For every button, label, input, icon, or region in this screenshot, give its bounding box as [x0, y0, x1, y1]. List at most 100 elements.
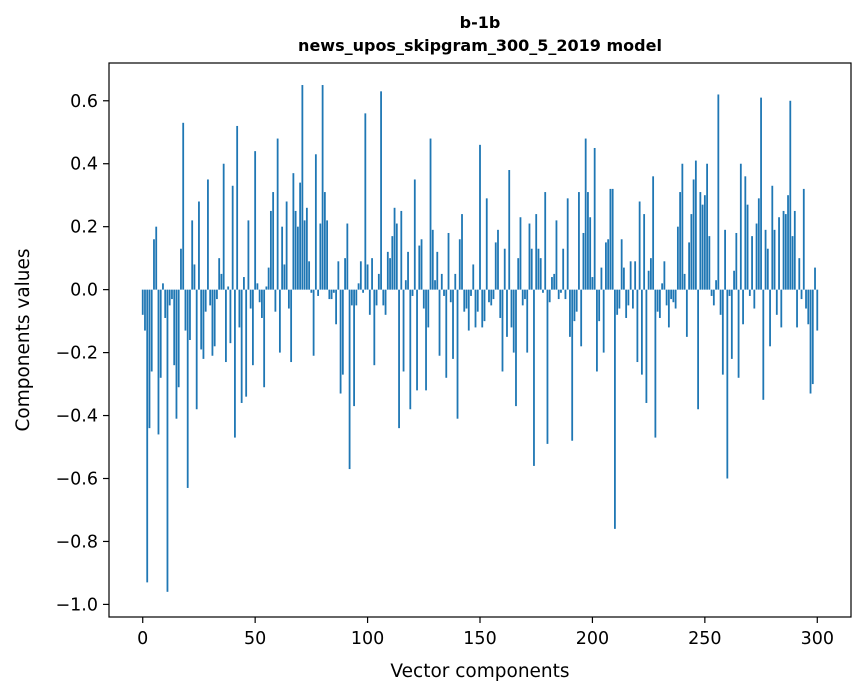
bar-component-45: [243, 277, 245, 290]
bar-component-81: [323, 192, 326, 290]
bar-component-144: [465, 289, 468, 309]
bar-component-186: [560, 289, 562, 293]
bar-component-265: [737, 289, 740, 378]
bar-component-112: [393, 207, 396, 290]
bar-component-104: [375, 289, 378, 306]
bar-component-285: [782, 210, 785, 290]
bar-component-21: [189, 289, 191, 340]
bar-component-48: [249, 289, 252, 309]
bar-component-233: [665, 289, 668, 306]
bar-component-15: [175, 289, 178, 419]
bar-component-40: [231, 185, 234, 290]
bar-component-132: [438, 289, 441, 356]
bar-component-105: [377, 273, 380, 290]
bar-component-240: [681, 163, 684, 290]
bar-component-55: [265, 286, 268, 290]
bar-component-276: [762, 289, 765, 400]
bar-component-238: [676, 226, 679, 290]
bar-component-57: [269, 210, 272, 290]
bar-component-4: [150, 289, 153, 372]
y-tick-label: 0.0: [70, 281, 98, 301]
bar-component-29: [207, 179, 209, 290]
bar-component-94: [353, 289, 355, 407]
bar-component-2: [146, 289, 149, 583]
bar-component-199: [589, 217, 592, 290]
bar-component-212: [618, 289, 621, 309]
bar-component-70: [299, 182, 302, 290]
bar-component-72: [303, 220, 306, 290]
bar-component-178: [542, 289, 544, 293]
bar-component-118: [407, 251, 409, 290]
bar-component-254: [712, 289, 715, 306]
bar-component-0: [141, 289, 144, 315]
bar-component-119: [409, 289, 412, 410]
bar-component-271: [751, 236, 753, 290]
bar-component-252: [708, 236, 711, 290]
bar-component-184: [555, 220, 558, 290]
bar-component-143: [463, 289, 466, 312]
bar-component-91: [346, 223, 349, 290]
bar-component-108: [384, 289, 387, 315]
bar-component-33: [216, 289, 218, 300]
bar-component-116: [402, 289, 405, 372]
bar-component-253: [710, 289, 713, 296]
bar-component-146: [470, 289, 472, 296]
bar-component-290: [793, 210, 796, 290]
bar-component-68: [294, 210, 297, 290]
bar-component-163: [508, 170, 511, 290]
x-tick-label: 200: [576, 629, 609, 649]
bar-component-242: [685, 289, 688, 337]
bar-component-220: [636, 289, 639, 363]
bar-component-164: [510, 289, 513, 328]
bar-component-277: [764, 229, 767, 290]
bar-component-182: [551, 277, 553, 290]
bar-component-49: [252, 289, 254, 366]
y-tick-label: 0.4: [70, 155, 98, 175]
bar-component-234: [667, 289, 670, 328]
bar-component-259: [724, 229, 726, 290]
bar-component-273: [755, 223, 758, 290]
bar-component-63: [283, 264, 286, 290]
bar-component-64: [285, 201, 288, 290]
bar-component-204: [600, 267, 603, 290]
bar-component-107: [382, 289, 385, 306]
bar-component-150: [479, 144, 481, 290]
bar-component-187: [562, 248, 565, 290]
bar-component-148: [474, 289, 477, 328]
bar-component-139: [454, 273, 457, 290]
bar-component-128: [429, 138, 432, 290]
bar-component-192: [573, 289, 576, 322]
bar-component-269: [746, 204, 749, 290]
bar-component-25: [198, 201, 200, 290]
bar-component-175: [535, 214, 538, 290]
y-tick-label: 0.2: [70, 218, 98, 238]
bar-component-169: [521, 289, 524, 306]
bar-component-286: [784, 214, 787, 290]
bar-component-117: [404, 280, 407, 290]
y-tick-label: −0.6: [56, 470, 99, 490]
bar-component-245: [692, 179, 695, 290]
bar-component-294: [802, 188, 805, 290]
bar-component-250: [703, 195, 706, 290]
bar-component-263: [733, 270, 735, 290]
bar-component-38: [227, 286, 230, 290]
bar-component-92: [348, 289, 351, 470]
bar-component-206: [605, 242, 607, 290]
bar-component-46: [245, 289, 248, 397]
bar-component-1: [144, 289, 146, 331]
bar-component-282: [775, 289, 778, 315]
bar-component-102: [371, 258, 373, 290]
bar-component-37: [225, 289, 227, 363]
bar-component-31: [211, 289, 214, 356]
bar-component-213: [620, 239, 623, 290]
bar-component-210: [614, 289, 616, 529]
bar-component-110: [389, 258, 391, 290]
bar-component-255: [715, 280, 717, 290]
bar-component-127: [427, 289, 430, 328]
bar-component-247: [697, 289, 699, 410]
bar-component-237: [674, 289, 677, 309]
bar-component-300: [816, 289, 819, 331]
bar-component-98: [362, 289, 364, 293]
bar-component-134: [443, 289, 445, 296]
